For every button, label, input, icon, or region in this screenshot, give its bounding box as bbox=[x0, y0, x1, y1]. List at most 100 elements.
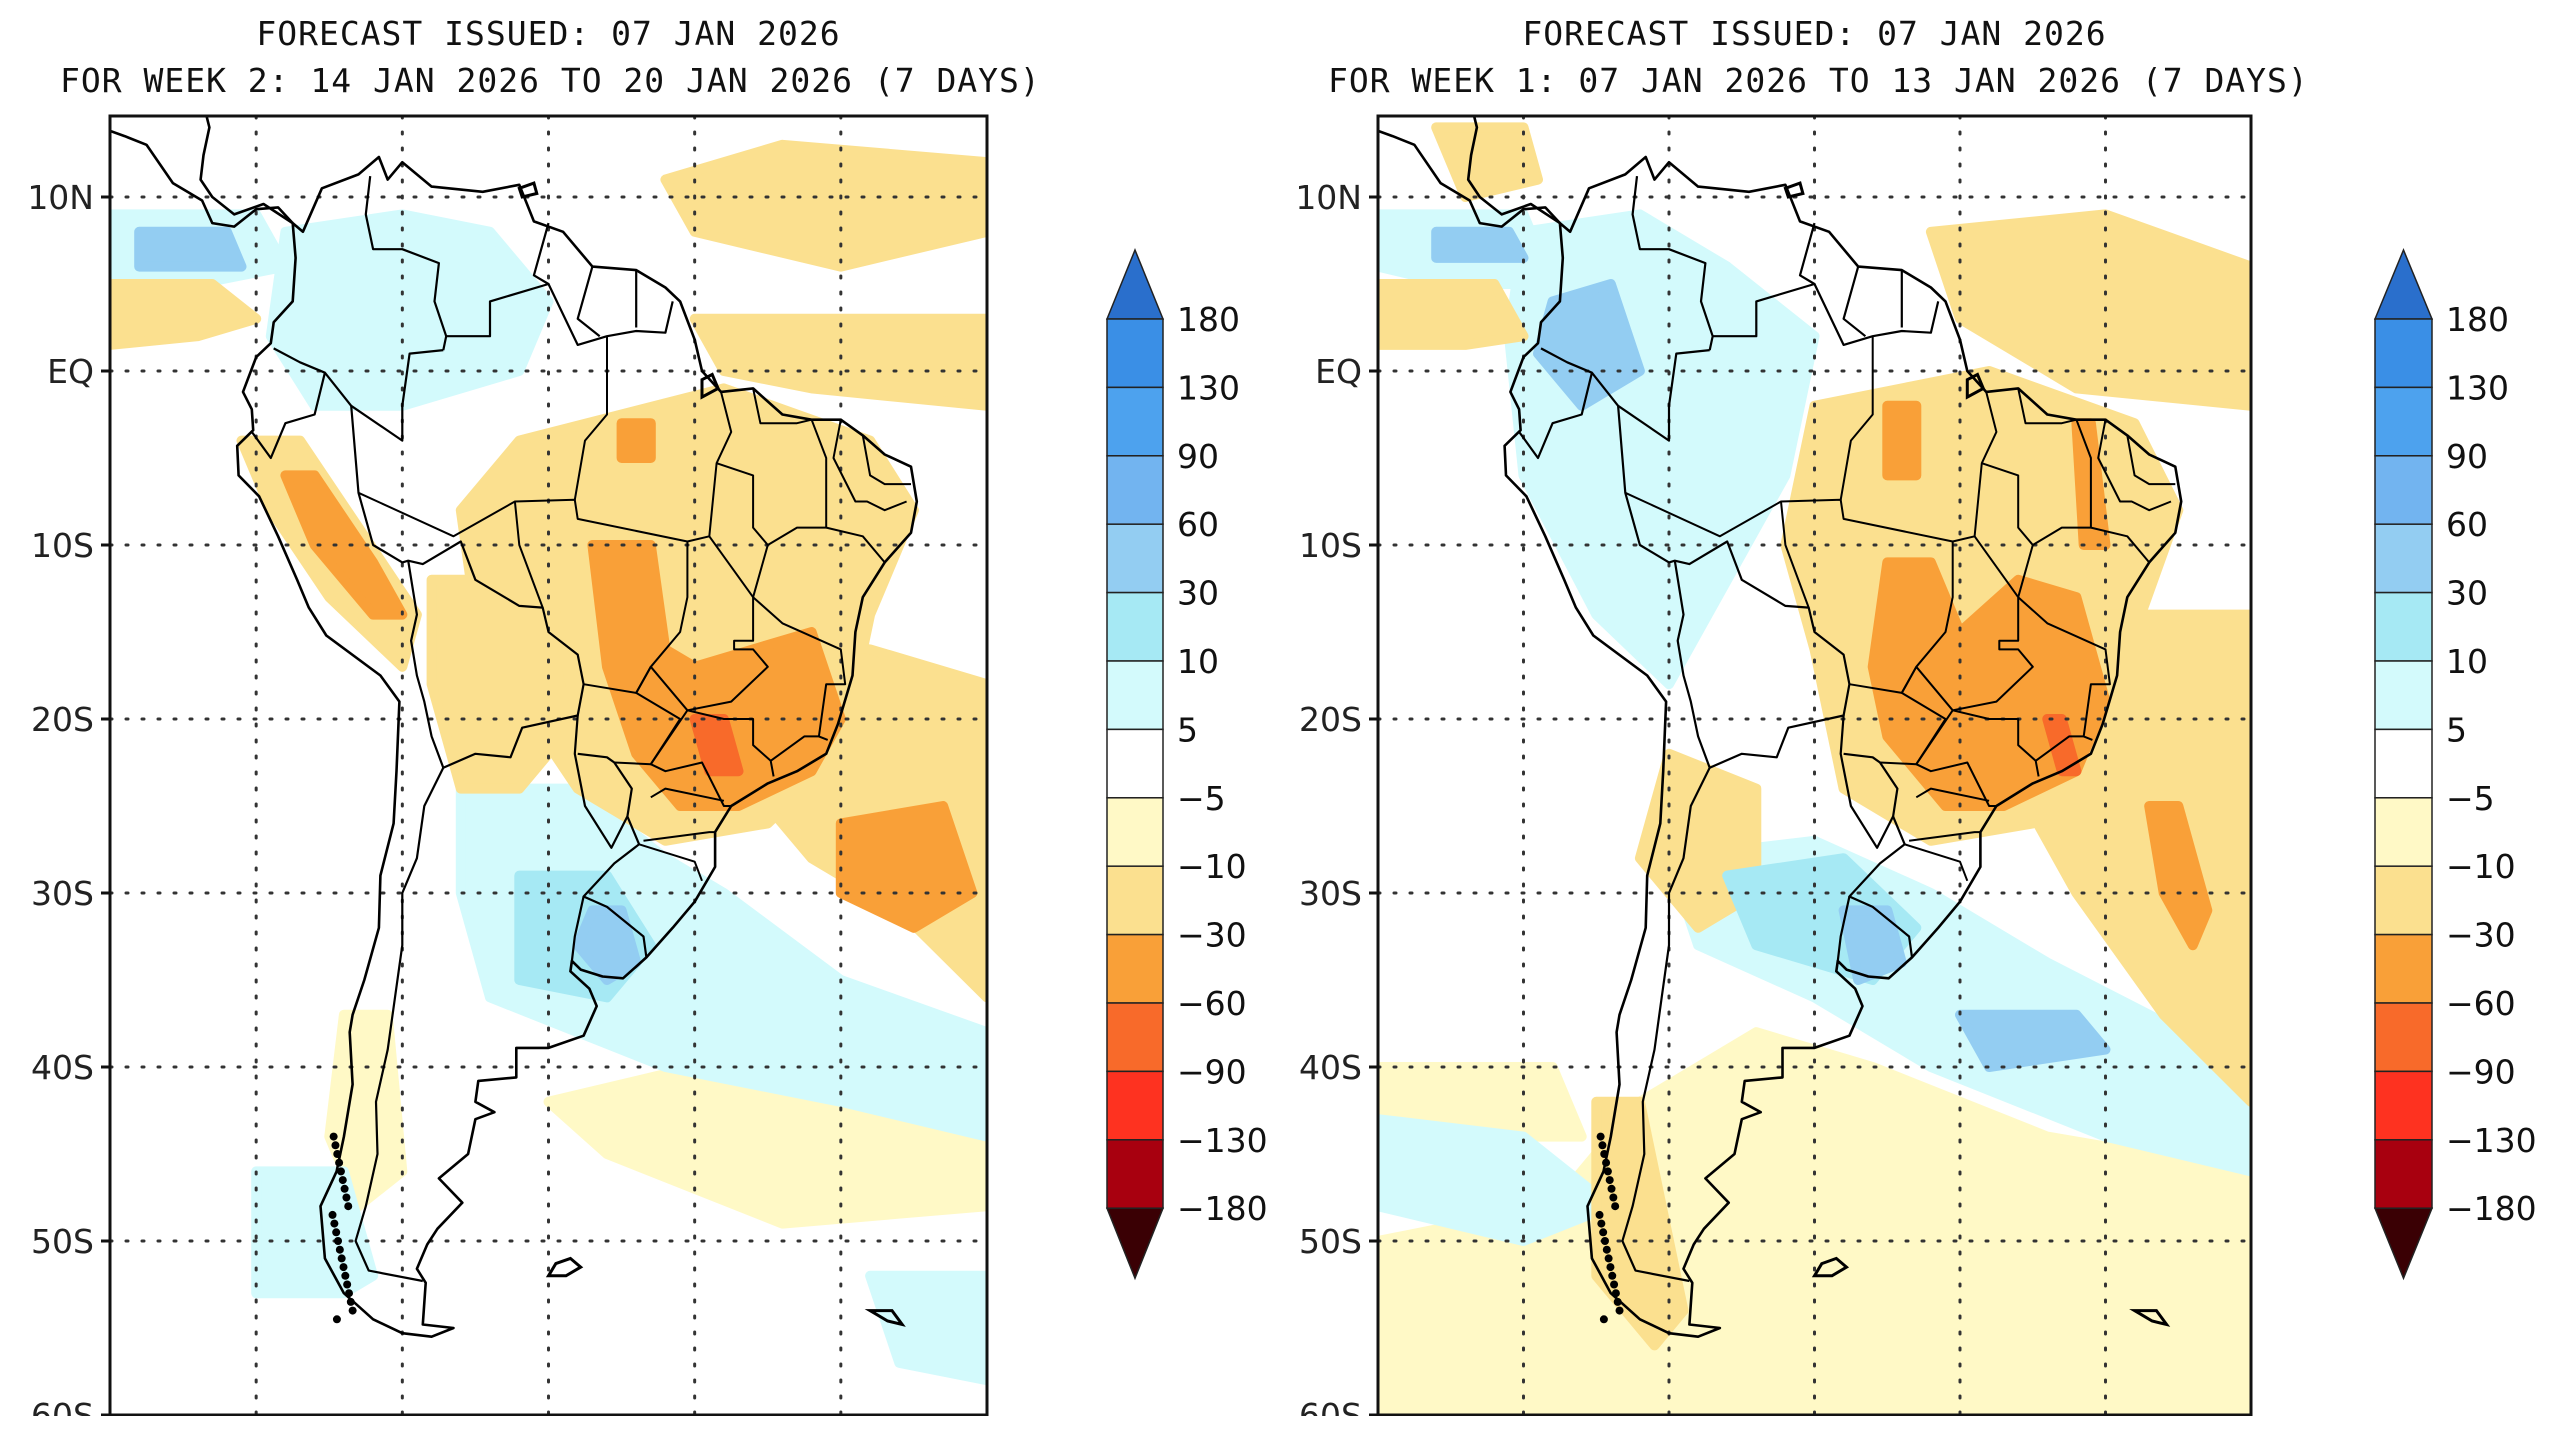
lat-label: 50S bbox=[31, 1222, 94, 1261]
state-border bbox=[1839, 336, 1874, 500]
colorbar-band bbox=[2374, 933, 2433, 1004]
colorbar-band bbox=[2374, 523, 2433, 594]
country-border bbox=[273, 347, 444, 442]
colorbar-label: 130 bbox=[1177, 368, 1240, 407]
right-title-line2: FOR WEEK 1: 07 JAN 2026 TO 13 JAN 2026 (… bbox=[1328, 61, 2309, 100]
state-border bbox=[614, 666, 682, 766]
coast-island bbox=[346, 1297, 355, 1306]
anomaly-region bbox=[1378, 1114, 1616, 1246]
bottom-mask bbox=[1258, 1416, 2271, 1440]
coast-island bbox=[339, 1263, 348, 1272]
state-border bbox=[2035, 735, 2093, 762]
anomaly-region bbox=[1378, 1062, 1587, 1142]
lat-label: 10S bbox=[1299, 526, 1362, 565]
colorbar-band bbox=[1106, 660, 1164, 731]
coast-island bbox=[1600, 1237, 1609, 1245]
colorbar-band bbox=[2374, 318, 2433, 389]
colorbar-label: −10 bbox=[1177, 847, 1247, 886]
state-border bbox=[1952, 709, 2040, 777]
colorbar-label: 90 bbox=[1177, 437, 1219, 476]
colorbar-band bbox=[1106, 455, 1164, 525]
lat-label: 30S bbox=[31, 874, 94, 913]
lat-label: 20S bbox=[1299, 700, 1362, 739]
island bbox=[1811, 1256, 1850, 1278]
colorbar-band bbox=[2374, 1002, 2433, 1073]
colorbar-band bbox=[1106, 728, 1164, 799]
coast-island bbox=[1605, 1176, 1614, 1185]
colorbar-label: −180 bbox=[1177, 1189, 1268, 1228]
map-frame bbox=[108, 114, 989, 1417]
anomaly-region bbox=[110, 279, 262, 350]
coast-island bbox=[342, 1193, 351, 1202]
colorbar-extend-max bbox=[2373, 248, 2434, 320]
coast-island bbox=[332, 1315, 341, 1324]
state-border bbox=[1981, 462, 2034, 546]
colorbar-label: −90 bbox=[2446, 1052, 2516, 1091]
coastline-central-america bbox=[199, 116, 294, 225]
state-border bbox=[2097, 419, 2172, 512]
coast-island bbox=[1615, 1306, 1624, 1315]
state-border bbox=[649, 709, 732, 807]
state-border bbox=[2126, 435, 2176, 486]
state-border bbox=[810, 419, 828, 528]
colorbar-label: 5 bbox=[1177, 710, 1198, 749]
colorbar-band bbox=[2374, 1139, 2433, 1209]
country-border bbox=[1842, 266, 1867, 338]
colorbar-band bbox=[2374, 865, 2433, 936]
coast-island bbox=[1599, 1315, 1608, 1324]
anomaly-region bbox=[689, 714, 744, 777]
anomaly-region bbox=[572, 905, 642, 985]
state-border bbox=[583, 541, 689, 694]
anomaly-region bbox=[689, 313, 987, 411]
state-border bbox=[573, 336, 608, 500]
state-border bbox=[1780, 501, 1810, 608]
coast-island bbox=[1613, 1297, 1622, 1306]
country-border bbox=[1540, 347, 1710, 442]
lat-label: 40S bbox=[1299, 1048, 1362, 1087]
anomaly-region bbox=[134, 226, 247, 272]
left-title-line1: FORECAST ISSUED: 07 JAN 2026 bbox=[256, 14, 841, 53]
coast-island bbox=[1607, 1184, 1616, 1193]
coastline-central-america bbox=[1378, 129, 1561, 228]
coast-island bbox=[332, 1228, 341, 1237]
colorbar-label: −30 bbox=[2446, 916, 2516, 955]
state-border bbox=[2017, 526, 2150, 598]
country-border bbox=[570, 896, 585, 962]
lat-label: 40S bbox=[31, 1048, 94, 1087]
colorbar-extend-min bbox=[2373, 1207, 2434, 1281]
country-border bbox=[1712, 222, 1816, 338]
anomaly-region bbox=[660, 139, 987, 272]
colorbar-label: −5 bbox=[1177, 779, 1226, 818]
country-border bbox=[1518, 372, 1593, 460]
map-frame bbox=[1376, 114, 2253, 1417]
colorbar-label: 30 bbox=[2446, 574, 2488, 613]
colorbar-week2: 180 130 90 60 30 10 5 −5 −10 −30 −60 −90 −130 −180 bbox=[1105, 248, 1268, 1281]
state-border bbox=[752, 526, 886, 598]
state-border bbox=[716, 462, 769, 546]
country-border bbox=[1673, 560, 1711, 769]
anomaly-region bbox=[1431, 122, 1543, 202]
colorbar-label: 180 bbox=[2446, 300, 2509, 339]
anomaly-region bbox=[2042, 714, 2082, 777]
bottom-mask bbox=[0, 1416, 1007, 1440]
coastline-central-america bbox=[110, 129, 294, 228]
coastline-central-america bbox=[1466, 116, 1561, 225]
country-border bbox=[1621, 767, 1711, 1283]
coastline bbox=[235, 155, 919, 1338]
colorbar-band bbox=[1106, 1070, 1164, 1141]
state-border bbox=[650, 787, 725, 802]
state-border bbox=[1915, 787, 1990, 802]
state-border bbox=[1915, 535, 2034, 712]
state-border bbox=[513, 501, 544, 608]
state-border bbox=[832, 419, 907, 512]
colorbar-label: −10 bbox=[2446, 847, 2516, 886]
anomaly-region bbox=[1882, 400, 1922, 481]
state-border bbox=[2075, 419, 2092, 528]
island bbox=[700, 372, 721, 400]
coast-island bbox=[1598, 1141, 1607, 1150]
colorbar-band bbox=[1106, 865, 1164, 936]
coast-island bbox=[1599, 1228, 1608, 1237]
coastline bbox=[1503, 155, 2183, 1338]
